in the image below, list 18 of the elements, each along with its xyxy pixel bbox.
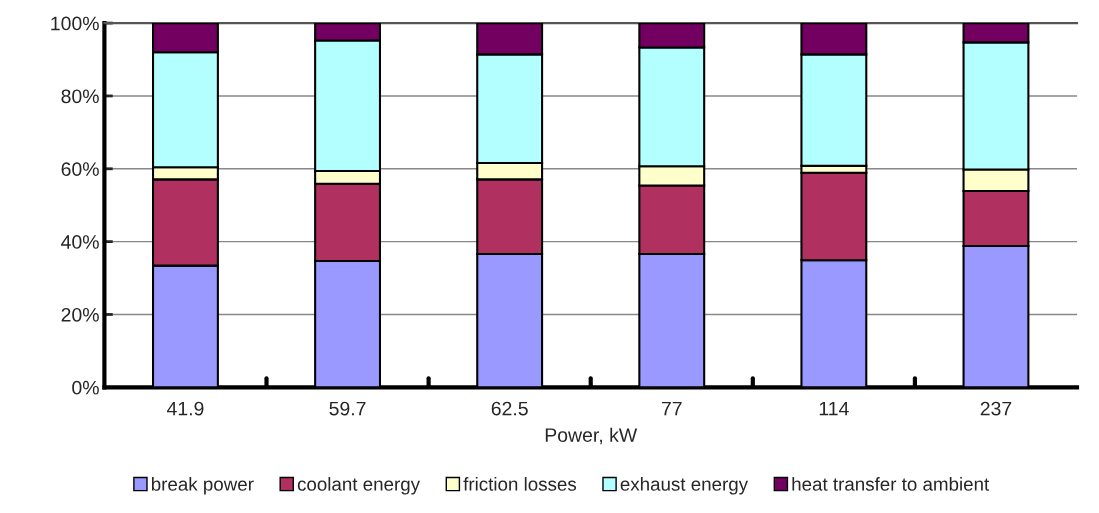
y-tick-label: 100% [51, 16, 99, 31]
x-tick-label: 59.7 [329, 401, 366, 416]
legend-label: break power [151, 477, 254, 495]
y-tick-label: 0% [72, 380, 99, 395]
legend-label: friction losses [463, 477, 577, 491]
legend-label: exhaust energy [620, 477, 749, 495]
x-tick-label: 114 [819, 401, 849, 416]
y-tick-label: 60% [61, 162, 99, 177]
x-tick-label: 77 [661, 401, 682, 416]
x-axis-title: Power, kW [545, 427, 638, 445]
x-tick-label: 62.5 [491, 401, 528, 416]
legend-label: heat transfer to ambient [792, 477, 990, 491]
x-tick-label: 41.9 [166, 401, 204, 416]
y-tick-label: 20% [61, 307, 99, 322]
x-tick-label: 237 [980, 401, 1012, 416]
y-tick-label: 40% [61, 235, 99, 249]
legend-label: coolant energy [297, 477, 421, 495]
y-tick-label: 80% [61, 89, 99, 104]
